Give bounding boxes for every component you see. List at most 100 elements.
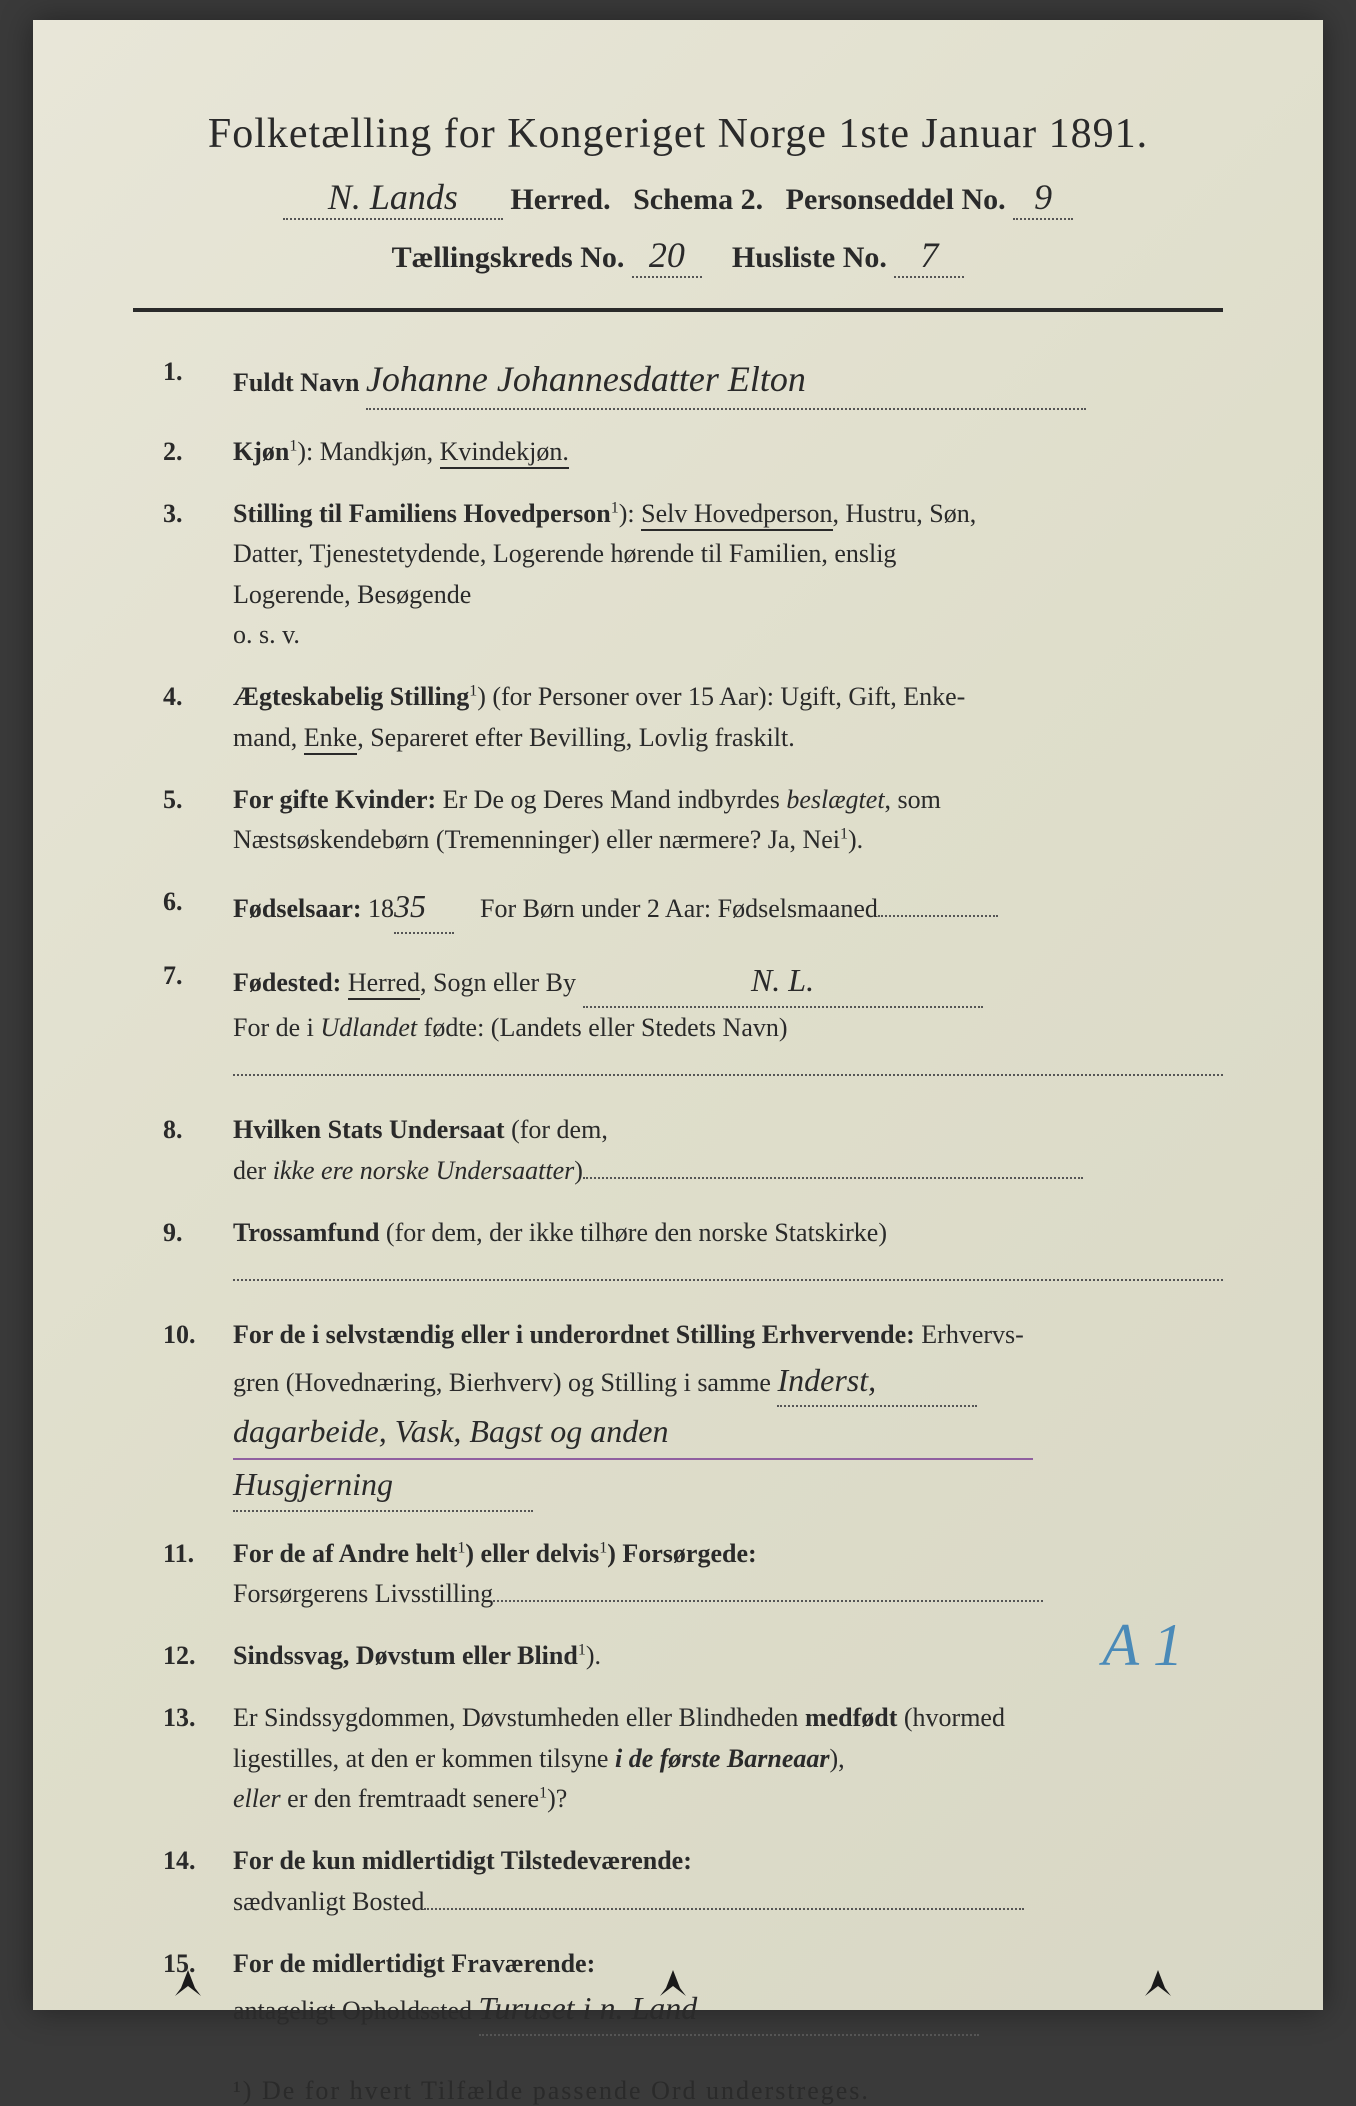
footnote: ¹) De for hvert Tilfælde passende Ord un… [133, 2076, 1223, 2106]
item-13-line3: er den fremtraadt senere [281, 1784, 539, 1813]
item-15: 15. For de midlertidigt Fraværende: anta… [163, 1944, 1223, 2036]
binding-mark-right [1143, 1968, 1173, 1998]
item-7-line2b: fødte: (Landets eller Stedets Navn) [417, 1013, 787, 1042]
item-15-line2: antageligt Opholdssted [233, 1996, 472, 2025]
item-15-body: For de midlertidigt Fraværende: antageli… [233, 1944, 1223, 2036]
item-3-line3: Logerende, Besøgende [233, 580, 471, 609]
item-5-text3: ). [848, 825, 863, 854]
item-8-body: Hvilken Stats Undersaat (for dem, der ik… [233, 1110, 1223, 1191]
item-13-bold1: medfødt [805, 1703, 897, 1732]
herred-label: Herred. [510, 183, 610, 216]
item-8-text: (for dem, [505, 1115, 608, 1144]
item-13-text3: )? [547, 1784, 567, 1813]
item-5-line2: Næstsøskendebørn (Tremenninger) eller næ… [233, 825, 840, 854]
item-2-underlined: Kvindekjøn. [440, 437, 569, 469]
binding-mark-center [658, 1968, 688, 1998]
item-14: 14. For de kun midlertidigt Tilstedevære… [163, 1841, 1223, 1922]
item-13-line3-ital: eller [233, 1784, 281, 1813]
item-3-underlined: Selv Hovedperson [641, 499, 832, 531]
husliste-no: 7 [894, 234, 964, 278]
item-4-label: Ægteskabelig Stilling [233, 682, 469, 711]
item-4-underlined: Enke [304, 723, 357, 755]
item-2-num: 2. [163, 432, 233, 472]
item-6-text2: For Børn under 2 Aar: Fødselsmaaned [480, 894, 878, 923]
personseddel-label: Personseddel No. [786, 183, 1006, 216]
item-2-text: ): Mandkjøn, [297, 437, 439, 466]
item-5-num: 5. [163, 780, 233, 861]
item-10-text: Erhvervs- [915, 1320, 1024, 1349]
item-15-hand: Turuset i n. Land [479, 1984, 979, 2036]
item-6-month-blank [878, 915, 998, 917]
item-10-num: 10. [163, 1315, 233, 1511]
item-6-num: 6. [163, 882, 233, 934]
item-8-num: 8. [163, 1110, 233, 1191]
item-14-blank [424, 1908, 1024, 1910]
item-11-text2: ) Forsørgede: [607, 1539, 756, 1568]
archival-mark-a1: A 1 [1102, 1611, 1183, 1680]
item-11: 11. For de af Andre helt1) eller delvis1… [163, 1534, 1223, 1615]
item-7-line2-ital: Udlandet [320, 1013, 417, 1042]
item-3-textb: , Hustru, Søn, [833, 499, 977, 528]
item-6: 6. Fødselsaar: 1835 For Børn under 2 Aar… [163, 882, 1223, 934]
item-13-line2a: ligestilles, at den er kommen tilsyne [233, 1744, 615, 1773]
item-2: 2. Kjøn1): Mandkjøn, Kvindekjøn. [163, 432, 1223, 472]
item-8-line2b: ) [574, 1156, 583, 1185]
item-11-sup2: 1 [599, 1539, 607, 1556]
item-4-body: Ægteskabelig Stilling1) (for Personer ov… [233, 677, 1223, 758]
item-3-body: Stilling til Familiens Hovedperson1): Se… [233, 494, 1223, 655]
item-3: 3. Stilling til Familiens Hovedperson1):… [163, 494, 1223, 655]
item-5-text: Er De og Deres Mand indbyrdes [436, 785, 786, 814]
item-10-label: For de i selvstændig eller i underordnet… [233, 1320, 915, 1349]
form-title: Folketælling for Kongeriget Norge 1ste J… [133, 110, 1223, 158]
item-13-body: Er Sindssygdommen, Døvstumheden eller Bl… [233, 1698, 1223, 1819]
item-6-year-hand: 35 [394, 882, 454, 934]
item-11-line2: Forsørgerens Livsstilling [233, 1579, 493, 1608]
item-7-label: Fødested: [233, 968, 341, 997]
item-1-body: Fuldt Navn Johanne Johannesdatter Elton [233, 352, 1223, 410]
item-4-line2b: , Separeret efter Bevilling, Lovlig fras… [357, 723, 795, 752]
item-9-label: Trossamfund [233, 1218, 379, 1247]
item-11-body: For de af Andre helt1) eller delvis1) Fo… [233, 1534, 1223, 1615]
item-8-blank [583, 1177, 1083, 1179]
item-5-body: For gifte Kvinder: Er De og Deres Mand i… [233, 780, 1223, 861]
header-line-3: Tællingskreds No. 20 Husliste No. 7 [133, 234, 1223, 278]
item-3-sup: 1 [611, 499, 619, 516]
item-13-sup: 1 [539, 1784, 547, 1801]
item-5-ital: beslægtet [786, 785, 884, 814]
item-9-num: 9. [163, 1213, 233, 1294]
item-6-year-prefix: 18 [368, 894, 394, 923]
item-2-body: Kjøn1): Mandkjøn, Kvindekjøn. [233, 432, 1223, 472]
item-15-label: For de midlertidigt Fraværende: [233, 1949, 595, 1978]
schema-label: Schema 2. [633, 183, 763, 216]
item-8-line2-ital: ikke ere norske Undersaatter [273, 1156, 575, 1185]
item-7-underlined: Herred [348, 968, 420, 1000]
item-6-body: Fødselsaar: 1835 For Børn under 2 Aar: F… [233, 882, 1223, 934]
personseddel-no: 9 [1013, 176, 1073, 220]
item-12-num: 12. [163, 1636, 233, 1676]
item-7-place-hand: N. L. [583, 956, 983, 1008]
item-1-label: Fuldt Navn [233, 368, 359, 397]
item-2-label: Kjøn [233, 437, 289, 466]
item-6-label: Fødselsaar: [233, 894, 362, 923]
item-13-text1: Er Sindssygdommen, Døvstumheden eller Bl… [233, 1703, 805, 1732]
item-13-line2b: ), [829, 1744, 844, 1773]
item-9-dotted-line [233, 1261, 1223, 1281]
item-10-body: For de i selvstændig eller i underordnet… [233, 1315, 1223, 1511]
item-7-body: Fødested: Herred, Sogn eller By N. L. Fo… [233, 956, 1223, 1088]
item-7-text: , Sogn eller By [420, 968, 576, 997]
item-9-body: Trossamfund (for dem, der ikke tilhøre d… [233, 1213, 1223, 1294]
item-12-body: Sindssvag, Døvstum eller Blind1). [233, 1636, 1223, 1676]
item-3-num: 3. [163, 494, 233, 655]
taellingskreds-label: Tællingskreds No. [392, 241, 625, 274]
binding-mark-left [173, 1968, 203, 1998]
taellingskreds-no: 20 [632, 234, 702, 278]
item-7: 7. Fødested: Herred, Sogn eller By N. L.… [163, 956, 1223, 1088]
census-form-page: Folketælling for Kongeriget Norge 1ste J… [33, 20, 1323, 2010]
item-10-line2: gren (Hovednæring, Bierhverv) og Stillin… [233, 1368, 771, 1397]
item-1-name-handwritten: Johanne Johannesdatter Elton [366, 352, 1086, 410]
item-10-hand1: Inderst, [777, 1356, 977, 1408]
item-14-label: For de kun midlertidigt Tilstedeværende: [233, 1846, 692, 1875]
form-header: Folketælling for Kongeriget Norge 1ste J… [133, 110, 1223, 278]
header-rule [133, 308, 1223, 312]
item-4-num: 4. [163, 677, 233, 758]
